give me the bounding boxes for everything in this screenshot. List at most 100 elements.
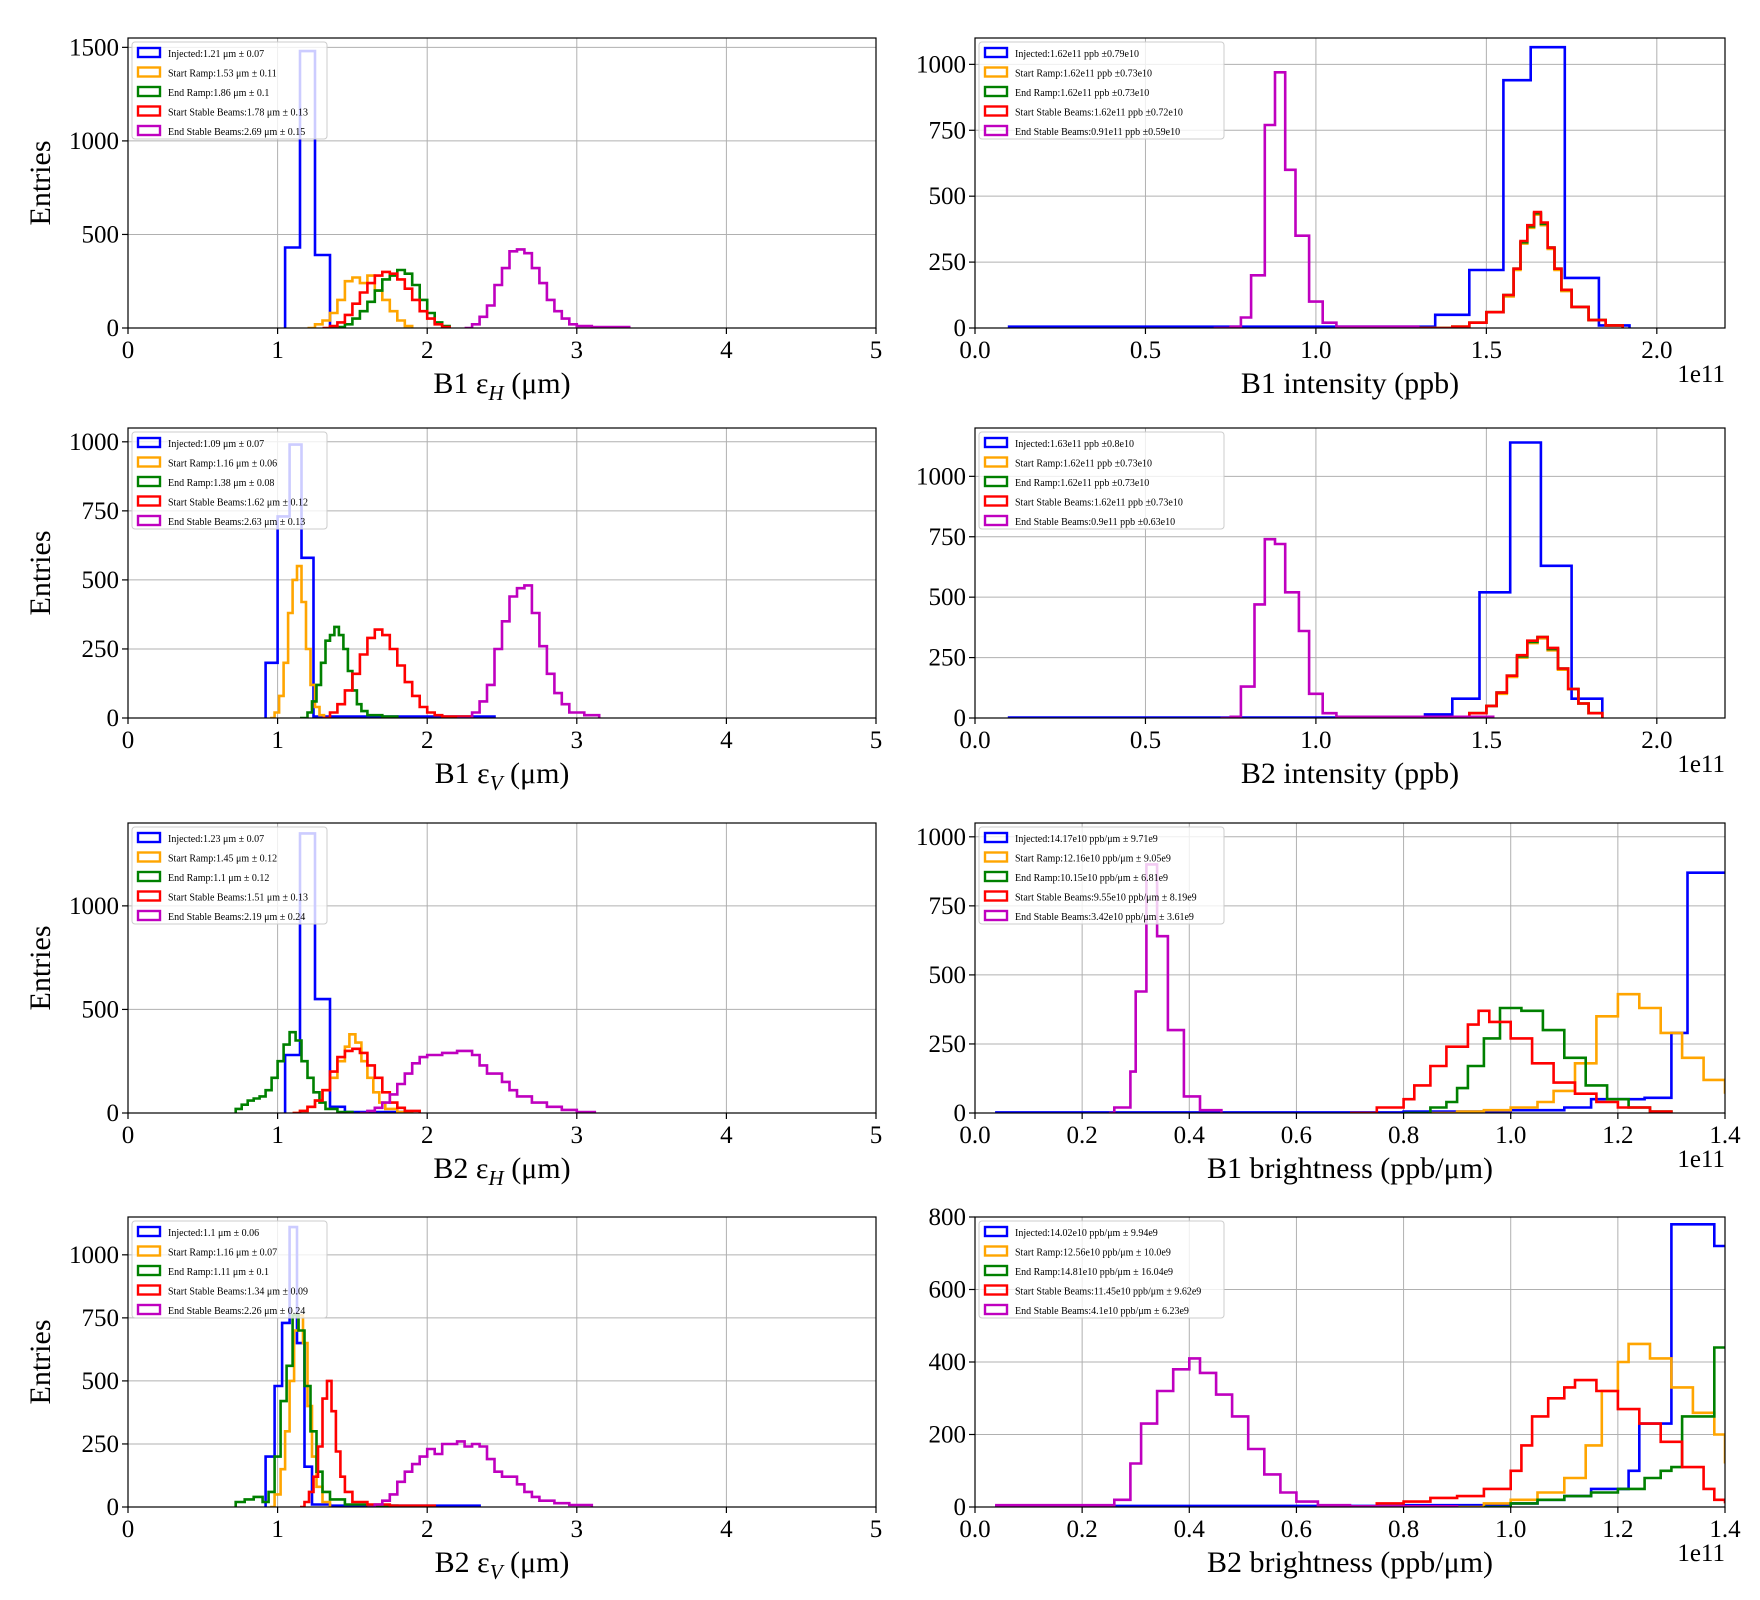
- y-tick-label: 250: [929, 645, 967, 672]
- legend-swatch: [136, 831, 162, 844]
- x-axis-label: B1 intensity (ppb): [1241, 367, 1459, 400]
- histogram-start-ramp: [1457, 1342, 1725, 1507]
- legend-label: End Stable Beams:2.19 μm ± 0.24: [168, 912, 305, 923]
- legend-swatch: [136, 514, 162, 527]
- x-tick-label: 1.5: [1471, 727, 1502, 754]
- series-group: [1007, 441, 1604, 718]
- legend-swatch: [136, 436, 162, 449]
- histogram-end-ramp: [1483, 1346, 1725, 1507]
- legend-swatch: [983, 851, 1009, 863]
- histogram-start-ramp: [270, 564, 326, 718]
- legend-swatch: [983, 105, 1009, 117]
- histogram-start-ramp: [1430, 992, 1725, 1113]
- legend-box: [131, 41, 328, 140]
- y-tick-label: 1000: [69, 429, 119, 456]
- legend-swatch: [983, 124, 1009, 137]
- series-group: [283, 49, 631, 328]
- legend-swatch: [983, 1284, 1009, 1296]
- legend-label: End Ramp:1.86 μm ± 0.1: [168, 88, 269, 99]
- legend-swatch: [983, 1264, 1009, 1277]
- legend-swatch: [983, 456, 1009, 468]
- x-tick-label: 2.0: [1641, 337, 1672, 364]
- legend-label: Start Stable Beams:11.45e10 ppb/μm ± 9.6…: [1015, 1287, 1201, 1298]
- y-axis-label: Entries: [24, 1320, 57, 1405]
- x-tick-label: 2.0: [1641, 727, 1672, 754]
- chart-panel: 0 1 2 3 4 5 0 250 500 750 1000 Injected:1.09 μm ± 0…: [24, 427, 882, 795]
- x-tick-label: 0.0: [959, 337, 990, 364]
- x-tick-label: 1.4: [1709, 1122, 1741, 1149]
- x-tick-label: 3: [571, 727, 584, 754]
- legend-swatch: [136, 870, 162, 883]
- y-tick-label: 0: [107, 1494, 120, 1521]
- legend-label: End Stable Beams:2.26 μm ± 0.24: [168, 1306, 305, 1317]
- legend-swatch: [983, 1245, 1009, 1257]
- legend-swatch: [136, 1303, 162, 1316]
- legend-label: Start Stable Beams:9.55e10 ppb/μm ± 8.19…: [1015, 893, 1197, 904]
- legend-swatch: [136, 85, 162, 98]
- series-group: [234, 832, 597, 1113]
- legend-box: [978, 431, 1225, 530]
- x-tick-label: 1.2: [1602, 1516, 1633, 1543]
- legend-swatch: [983, 831, 1009, 844]
- legend: Injected:1.1 μm ± 0.06 Start Ramp:1.16 μm…: [131, 1220, 328, 1319]
- y-tick-label: 500: [929, 183, 967, 210]
- y-tick-label: 1000: [69, 128, 119, 155]
- legend-swatch: [136, 105, 162, 117]
- y-tick-label: 250: [82, 636, 120, 663]
- legend-label: End Stable Beams:4.1e10 ppb/μm ± 6.23e9: [1015, 1306, 1189, 1317]
- x-tick-label: 0: [122, 1516, 135, 1543]
- legend-label: Start Ramp:12.56e10 ppb/μm ± 10.0e9: [1015, 1248, 1171, 1259]
- histogram-start-ramp: [307, 274, 414, 328]
- legend-swatch: [983, 514, 1009, 527]
- x-tick-label: 0.4: [1174, 1122, 1206, 1149]
- x-axis-label: B2 intensity (ppb): [1241, 757, 1459, 790]
- series-group: [1007, 45, 1631, 328]
- x-tick-label: 2: [421, 337, 434, 364]
- legend-swatch: [983, 870, 1009, 883]
- x-tick-label: 4: [720, 727, 733, 754]
- x-tick-label: 0.6: [1281, 1516, 1312, 1543]
- legend-label: Injected:1.62e11 ppb ±0.79e10: [1015, 49, 1139, 60]
- plot-frame: [974, 37, 1726, 329]
- y-tick-label: 1500: [69, 34, 119, 61]
- legend-swatch: [983, 436, 1009, 449]
- histogram-end-stable-beams: [1213, 71, 1420, 328]
- x-tick-label: 0.2: [1067, 1516, 1098, 1543]
- x-tick-label: 2: [421, 1122, 434, 1149]
- legend-label: Start Stable Beams:1.34 μm ± 0.09: [168, 1287, 308, 1298]
- y-tick-label: 500: [82, 221, 120, 248]
- legend-swatch: [136, 124, 162, 137]
- x-tick-label: 1.4: [1709, 1516, 1741, 1543]
- legend-label: Injected:1.1 μm ± 0.06: [168, 1228, 259, 1239]
- histogram-end-ramp: [330, 268, 451, 328]
- x-tick-label: 0.5: [1130, 727, 1161, 754]
- axis-offset-label: 1e11: [1677, 361, 1725, 388]
- histogram-injected: [1007, 45, 1631, 328]
- x-axis-label: B1 εH (μm): [433, 367, 570, 405]
- x-tick-label: 1.0: [1300, 727, 1331, 754]
- histogram-start-stable-beams: [322, 270, 451, 328]
- x-tick-label: 0.2: [1067, 1122, 1098, 1149]
- legend-label: Start Stable Beams:1.62e11 ppb ±0.73e10: [1015, 498, 1183, 509]
- legend-box: [131, 826, 328, 925]
- histogram-injected: [283, 832, 407, 1113]
- y-tick-label: 250: [929, 1031, 967, 1058]
- plot-frame: [127, 427, 877, 719]
- y-tick-label: 250: [82, 1431, 120, 1458]
- y-tick-label: 750: [82, 1305, 120, 1332]
- y-tick-label: 400: [929, 1349, 967, 1376]
- x-tick-label: 0: [122, 337, 135, 364]
- histogram-end-ramp: [1435, 635, 1604, 718]
- histogram-end-stable-beams: [1220, 537, 1495, 718]
- y-axis-label: Entries: [24, 531, 57, 616]
- histogram-end-stable-beams: [995, 1357, 1459, 1507]
- x-tick-label: 0.0: [959, 1122, 990, 1149]
- plot-frame: [127, 822, 877, 1114]
- x-tick-label: 0.6: [1281, 1122, 1312, 1149]
- plot-frame: [974, 427, 1726, 719]
- legend-label: End Stable Beams:0.91e11 ppb ±0.59e10: [1015, 127, 1180, 138]
- legend: Injected:14.17e10 ppb/μm ± 9.71e9 Start R…: [978, 826, 1225, 925]
- legend-label: Start Ramp:12.16e10 ppb/μm ± 9.05e9: [1015, 854, 1171, 865]
- y-tick-label: 1000: [916, 463, 966, 490]
- legend-label: Start Stable Beams:1.62 μm ± 0.12: [168, 498, 308, 509]
